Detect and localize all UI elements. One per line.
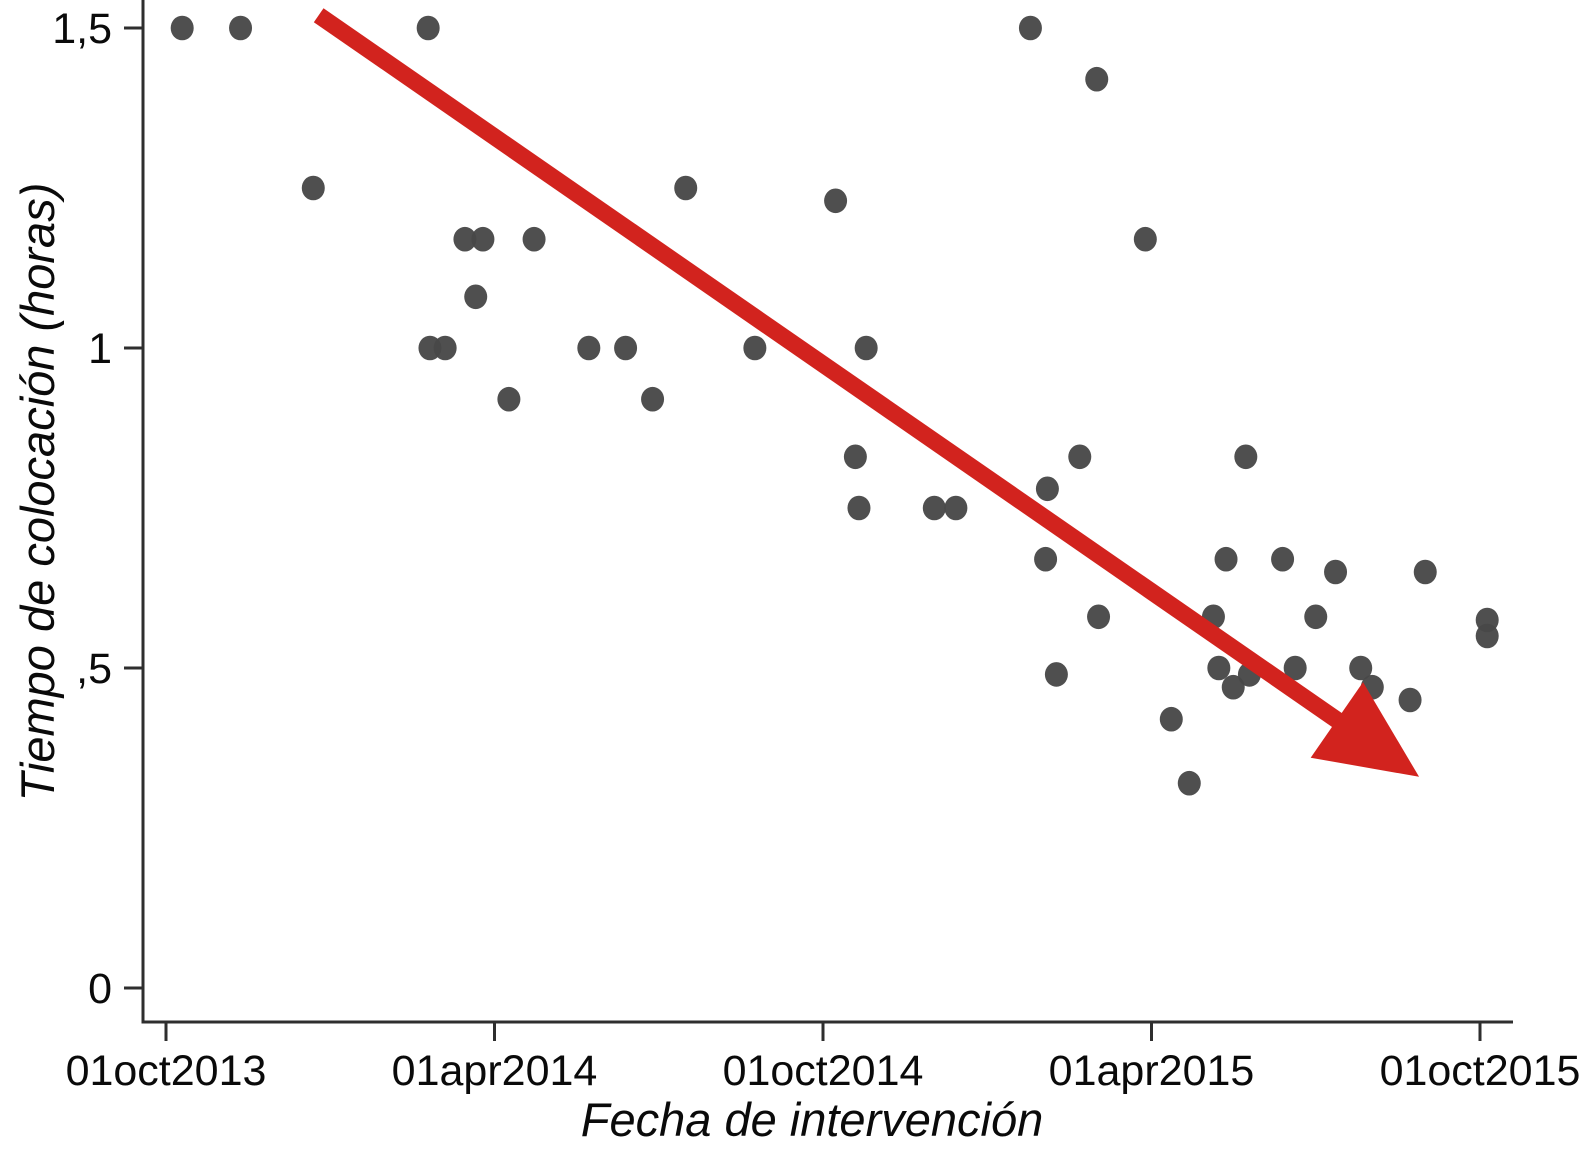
x-tick-label: 01apr2015 <box>1049 1047 1255 1095</box>
trend-arrow-head <box>1310 682 1420 777</box>
scatter-point <box>1234 444 1258 470</box>
scatter-point <box>1177 770 1201 796</box>
x-axis-title: Fecha de intervención <box>580 1093 1044 1146</box>
scatter-point <box>229 15 253 41</box>
y-tick-label: 1,5 <box>52 5 112 53</box>
scatter-point <box>1068 444 1092 470</box>
scatter-point <box>497 386 521 412</box>
y-axis-title: Tiempo de colocación (horas) <box>11 182 64 802</box>
x-tick-label: 01oct2015 <box>1380 1047 1581 1095</box>
scatter-point <box>1044 662 1068 687</box>
scatter-point <box>301 175 325 201</box>
x-ticks-group: 01oct2013 01apr2014 01oct2014 01apr2015 01oc… <box>66 1022 1581 1095</box>
scatter-point <box>641 386 665 412</box>
scatter-point <box>471 226 495 252</box>
trend-arrow-group <box>313 8 1420 777</box>
scatter-point <box>843 444 867 470</box>
scatter-point <box>1207 655 1231 681</box>
x-tick-label: 01apr2014 <box>392 1047 598 1095</box>
scatter-point <box>1283 655 1307 681</box>
scatter-point <box>1349 655 1373 681</box>
scatter-point <box>1398 687 1422 713</box>
scatter-point <box>1018 15 1042 41</box>
y-ticks-group: 1,51,50 <box>52 5 143 1013</box>
y-tick-label: ,5 <box>76 645 112 693</box>
scatter-point <box>1085 66 1109 92</box>
trend-arrow-shaft <box>313 8 1350 733</box>
scatter-point <box>1475 623 1499 649</box>
scatter-point <box>1035 476 1059 502</box>
scatter-point <box>1324 559 1348 585</box>
axes-group <box>141 0 1513 1024</box>
scatter-point <box>944 495 968 521</box>
scatter-point <box>416 15 440 41</box>
y-tick-label: 0 <box>88 965 112 1013</box>
scatter-point <box>1221 674 1245 700</box>
x-tick-label: 01oct2013 <box>66 1047 267 1095</box>
scatter-point <box>1413 559 1437 585</box>
scatter-point <box>1133 226 1157 252</box>
scatter-point <box>743 335 767 361</box>
scatter-point <box>433 335 457 361</box>
scatter-points-group <box>170 15 1499 796</box>
scatter-point <box>614 335 638 361</box>
scatter-point <box>1159 706 1183 732</box>
x-tick-label: 01oct2014 <box>723 1047 924 1095</box>
scatter-point <box>453 226 477 252</box>
scatter-point <box>577 335 601 361</box>
scatter-point <box>922 495 946 521</box>
scatter-point <box>1271 546 1295 572</box>
scatter-point <box>464 284 488 310</box>
scatter-point <box>522 226 546 252</box>
scatter-point <box>1214 546 1238 572</box>
scatter-point <box>170 15 194 41</box>
scatter-point <box>1087 604 1111 630</box>
scatter-point <box>824 188 848 214</box>
y-tick-label: 1 <box>88 325 112 373</box>
scatter-point <box>1034 546 1058 572</box>
scatter-point <box>1304 604 1328 630</box>
scatter-point <box>854 335 878 361</box>
scatter-point <box>674 175 698 201</box>
scatter-point <box>847 495 871 521</box>
